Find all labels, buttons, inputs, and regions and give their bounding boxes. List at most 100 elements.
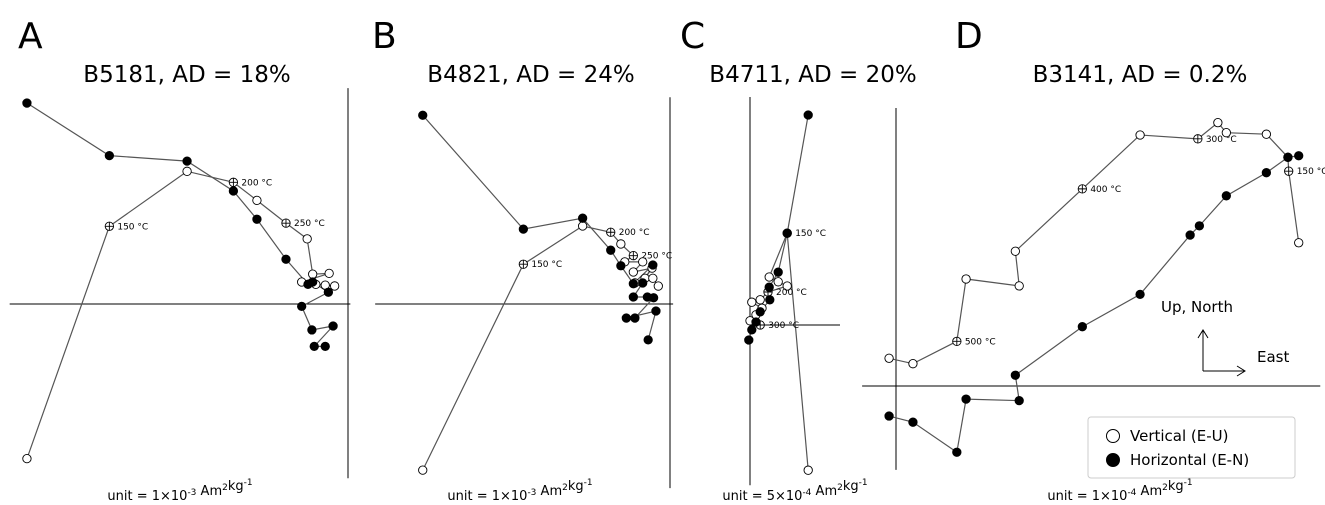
data-point: [773, 277, 783, 287]
point-cross: [1193, 134, 1202, 143]
data-point: [764, 272, 774, 282]
data-point: [648, 273, 658, 283]
annotation: East: [1257, 348, 1289, 366]
data-point: [747, 297, 757, 307]
point-label: 150 °C: [795, 229, 826, 239]
data-point: [630, 313, 640, 323]
data-point: [628, 267, 638, 277]
unit-sup: -1: [584, 478, 593, 488]
data-point: [961, 394, 971, 404]
data-point: [884, 353, 894, 363]
point-cross: [105, 222, 114, 231]
data-point: [643, 335, 653, 345]
data-point: [1014, 281, 1024, 291]
data-point: [773, 267, 783, 277]
point-label: 300 °C: [768, 321, 799, 331]
data-point: [764, 282, 774, 292]
data-point: [616, 239, 626, 249]
panel-letter: A: [18, 16, 43, 57]
data-point: [1294, 238, 1304, 248]
data-point: [744, 335, 754, 345]
unit-text: kg: [228, 479, 244, 494]
unit-sup: 2: [1162, 483, 1168, 493]
point-cross: [281, 219, 290, 228]
data-point: [1294, 151, 1304, 161]
point-cross: [952, 337, 961, 346]
data-point: [577, 213, 588, 223]
data-point: [782, 281, 792, 291]
data-point: [308, 277, 318, 287]
axis-arrows: [1197, 329, 1246, 377]
point-cross: [606, 228, 615, 237]
data-point: [309, 341, 319, 352]
point-label: 300 °C: [1206, 135, 1237, 145]
data-point: [297, 301, 307, 312]
legend-box: [1087, 416, 1296, 479]
data-point: [638, 278, 648, 288]
unit-sup: -4: [1127, 488, 1136, 498]
unit-text: unit = 1×10: [1047, 489, 1127, 504]
series-line: [26, 170, 335, 459]
data-point: [908, 417, 918, 427]
data-point: [747, 325, 757, 335]
data-point: [651, 306, 661, 316]
unit-sup: 2: [222, 483, 228, 493]
data-point: [803, 465, 813, 475]
data-point: [1185, 230, 1195, 240]
unit-sup: -4: [802, 488, 811, 498]
data-point: [803, 110, 813, 120]
unit-text: kg: [568, 479, 584, 494]
series-line: [888, 155, 1299, 454]
data-point: [252, 214, 262, 224]
data-point: [765, 295, 775, 305]
data-point: [908, 359, 918, 369]
unit-sup: 2: [562, 483, 568, 493]
point-label: 250 °C: [294, 219, 325, 229]
data-point: [1010, 246, 1020, 256]
data-point: [952, 447, 962, 457]
data-point: [22, 98, 32, 108]
unit-label: unit = 1×10-3 Am2kg-1: [107, 478, 252, 504]
unit-sup: -3: [187, 488, 196, 498]
data-point: [22, 453, 32, 464]
data-point: [1283, 152, 1293, 162]
data-point: [252, 195, 262, 206]
unit-sup: -1: [1184, 478, 1193, 488]
data-point: [628, 292, 638, 302]
point-label: 150 °C: [117, 222, 148, 232]
data-point: [182, 156, 192, 166]
data-point: [1010, 370, 1020, 380]
unit-label: unit = 1×10-3 Am2kg-1: [447, 478, 592, 504]
data-point: [1135, 130, 1145, 140]
data-point: [755, 307, 765, 317]
unit-sup: -1: [244, 478, 253, 488]
data-point: [1221, 191, 1231, 201]
unit-text: unit = 5×10: [722, 489, 802, 504]
point-label: 500 °C: [965, 337, 996, 347]
unit-text: Am: [536, 484, 562, 499]
point-cross: [1078, 184, 1087, 193]
data-point: [418, 110, 428, 120]
data-point: [1014, 395, 1024, 406]
data-point: [324, 268, 334, 279]
unit-text: kg: [1168, 479, 1184, 494]
point-cross: [229, 178, 238, 187]
data-point: [323, 287, 334, 297]
data-point: [1213, 118, 1223, 128]
chart-title: B3141, AD = 0.2%: [1033, 62, 1248, 88]
data-point: [755, 295, 765, 305]
data-point: [1194, 221, 1205, 231]
point-label: 200 °C: [776, 288, 807, 298]
data-point: [1261, 129, 1272, 139]
point-cross: [629, 251, 638, 260]
legend-label: Horizontal (E-N): [1130, 451, 1249, 469]
data-point: [182, 166, 192, 176]
data-point: [328, 321, 338, 331]
data-point: [628, 279, 638, 289]
unit-text: unit = 1×10: [447, 489, 527, 504]
data-point: [518, 224, 529, 234]
data-point: [330, 281, 340, 291]
unit-text: unit = 1×10: [107, 489, 187, 504]
data-point: [308, 269, 318, 279]
annotation: Up, North: [1161, 298, 1233, 316]
